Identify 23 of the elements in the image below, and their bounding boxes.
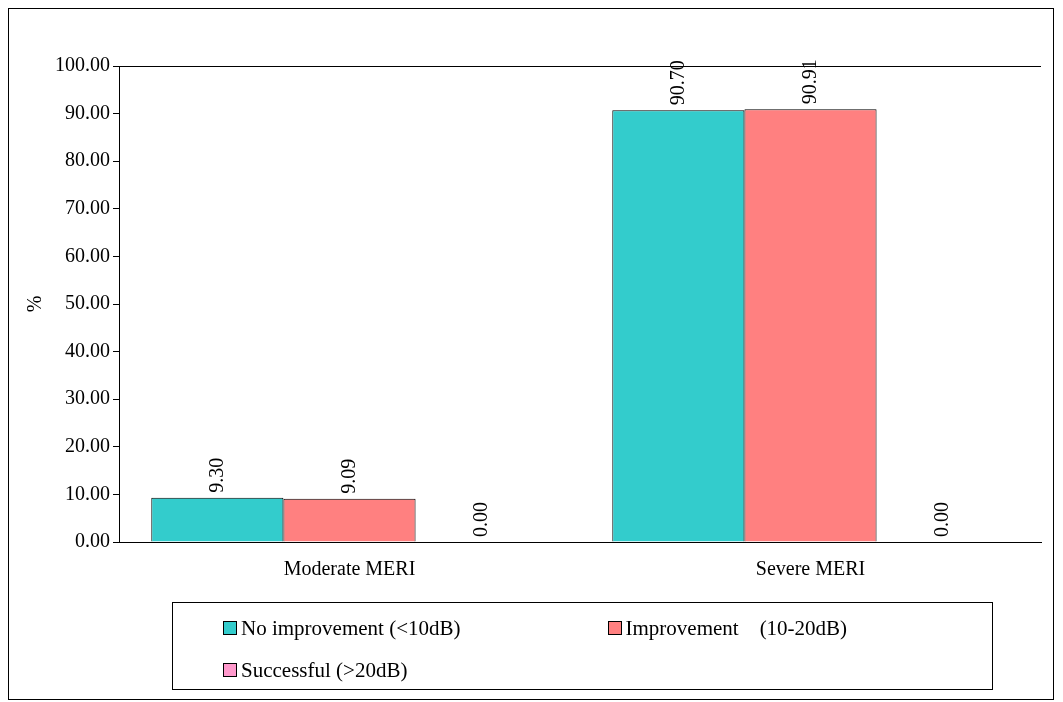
y-tick-label: 70.00 <box>65 196 110 219</box>
text: 9.09 <box>336 458 359 494</box>
y-tick-label: 80.00 <box>65 148 110 171</box>
y-tick-label: 100.00 <box>55 53 110 76</box>
x-tick-label: Moderate MERI <box>283 557 416 580</box>
x-tick-label: Severe MERI <box>755 557 866 580</box>
text: 0.00 <box>929 502 952 537</box>
y-tick-label: 40.00 <box>65 338 110 361</box>
text: 0.00 <box>468 502 491 537</box>
y-tick-label: 50.00 <box>65 291 110 314</box>
y-axis-title: % <box>23 295 46 313</box>
legend-label: Successful (>20dB) <box>241 657 408 683</box>
legend-label: No improvement (<10dB) <box>241 615 461 641</box>
text: 9.30 <box>204 457 227 493</box>
y-tick-label: 0.00 <box>75 529 110 552</box>
y-tick-label: 60.00 <box>65 243 110 266</box>
y-tick-label: 10.00 <box>65 481 110 504</box>
legend-label: Improvement (10-20dB) <box>625 615 848 641</box>
text: 90.70 <box>665 60 688 106</box>
y-tick-label: 30.00 <box>65 386 110 409</box>
y-tick-label: 20.00 <box>65 434 110 457</box>
text: 90.91 <box>797 59 820 105</box>
y-tick-label: 90.00 <box>65 100 110 123</box>
